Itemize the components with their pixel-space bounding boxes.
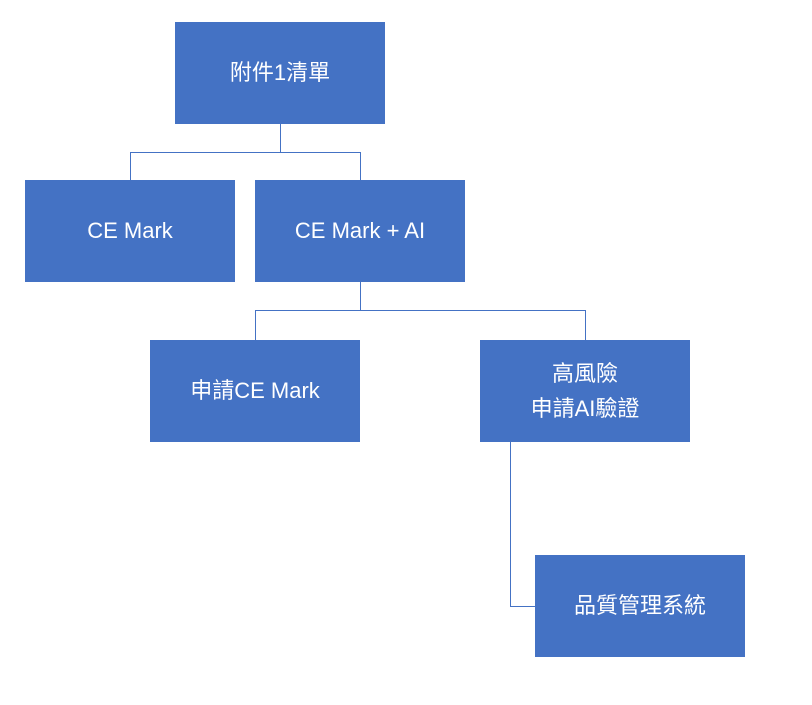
- node-label: 品質管理系統: [574, 588, 706, 623]
- node-label: 附件1清單: [230, 55, 330, 90]
- node-high-risk: 高風險 申請AI驗證: [480, 340, 690, 442]
- connector-line: [255, 310, 585, 311]
- node-ce-mark-ai: CE Mark + AI: [255, 180, 465, 282]
- node-label-line2: 申請AI驗證: [531, 391, 640, 426]
- connector-line: [360, 282, 361, 310]
- connector-line: [130, 152, 360, 153]
- connector-line: [510, 442, 511, 606]
- node-ce-mark: CE Mark: [25, 180, 235, 282]
- node-qms: 品質管理系統: [535, 555, 745, 657]
- node-label: CE Mark + AI: [295, 213, 425, 248]
- node-label: CE Mark: [87, 213, 173, 248]
- node-root: 附件1清單: [175, 22, 385, 124]
- node-label: 申請CE Mark: [190, 373, 320, 408]
- connector-line: [360, 152, 361, 180]
- connector-line: [130, 152, 131, 180]
- connector-line: [585, 310, 586, 340]
- connector-line: [255, 310, 256, 340]
- node-apply-ce-mark: 申請CE Mark: [150, 340, 360, 442]
- node-label-line1: 高風險: [552, 356, 618, 391]
- connector-line: [510, 606, 535, 607]
- connector-line: [280, 124, 281, 152]
